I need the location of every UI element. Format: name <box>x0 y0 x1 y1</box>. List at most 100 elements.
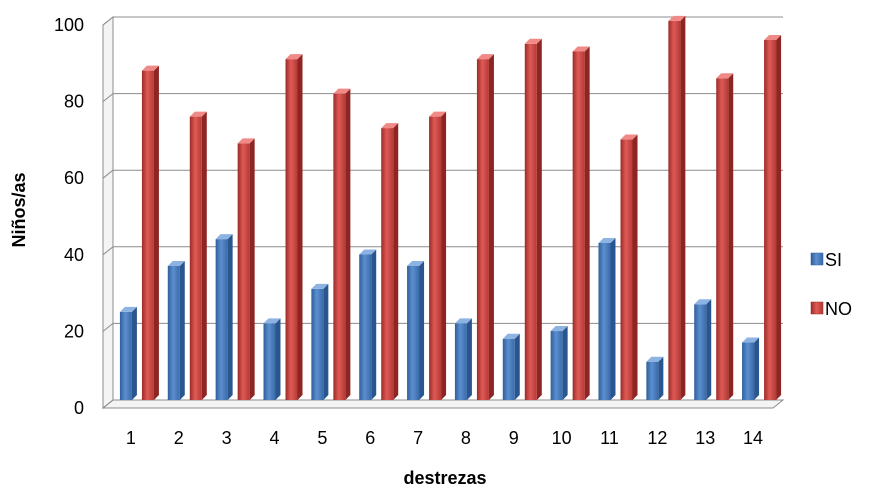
x-axis-title: destrezas <box>403 468 486 488</box>
bar-front <box>119 311 132 400</box>
bar-front <box>141 70 154 401</box>
bar-top <box>598 237 616 243</box>
bar-top <box>476 54 494 60</box>
legend: SI NO <box>810 250 852 319</box>
bar-top <box>694 299 712 305</box>
bar-no-12 <box>668 15 686 401</box>
bar-no-7 <box>429 111 447 400</box>
bar-top <box>285 54 303 60</box>
gridline-side <box>102 323 114 332</box>
x-tick-label: 1 <box>126 428 136 448</box>
bar-si-9 <box>502 333 520 400</box>
gridline-side <box>102 16 114 26</box>
bar-side <box>201 111 207 400</box>
bar-top <box>764 34 782 40</box>
bar-si-12 <box>646 356 664 400</box>
bar-top <box>742 337 760 343</box>
bar-si-3 <box>215 234 233 400</box>
bar-front <box>524 43 537 401</box>
bar-top <box>189 111 207 117</box>
bar-side <box>345 88 351 400</box>
bar-front <box>359 254 372 400</box>
bar-side <box>419 260 425 400</box>
bar-top <box>333 88 351 94</box>
bar-top <box>429 111 447 117</box>
bar-top <box>620 134 638 140</box>
bar-top <box>646 356 664 362</box>
gridline-side <box>102 93 114 102</box>
bar-front <box>237 143 250 400</box>
bar-si-6 <box>359 249 377 400</box>
bar-front <box>407 265 420 400</box>
bar-no-13 <box>716 73 734 400</box>
bar-no-2 <box>189 111 207 400</box>
bar-no-6 <box>381 123 399 400</box>
bar-si-4 <box>263 318 281 400</box>
bar-top <box>311 283 329 289</box>
bar-side <box>466 318 472 400</box>
bar-side <box>371 249 377 400</box>
bar-side <box>227 234 233 400</box>
bar-side <box>632 134 638 400</box>
bars <box>119 15 782 401</box>
bar-side <box>249 138 255 400</box>
bar-si-10 <box>550 326 568 400</box>
bar-front <box>550 331 563 400</box>
x-tick-label: 5 <box>317 428 327 448</box>
bar-front <box>454 323 467 400</box>
y-tick-label: 40 <box>64 245 84 265</box>
x-tick-label: 6 <box>365 428 375 448</box>
y-tick-label: 80 <box>64 92 84 112</box>
bar-front <box>646 361 659 400</box>
bar-front <box>381 128 394 400</box>
bar-no-8 <box>476 54 494 400</box>
gridline-side <box>102 399 114 409</box>
bar-side <box>179 260 185 400</box>
x-tick-labels: 1 2 3 4 5 6 7 8 9 10 11 12 13 14 <box>126 428 763 448</box>
bar-front <box>429 116 442 400</box>
bar-si-8 <box>454 318 472 400</box>
bar-front <box>694 304 707 400</box>
bar-side <box>275 318 281 400</box>
bar-no-4 <box>285 54 303 400</box>
bar-top <box>381 123 399 129</box>
y-tick-label: 100 <box>54 15 84 35</box>
x-tick-label: 7 <box>413 428 423 448</box>
y-tick-label: 60 <box>64 168 84 188</box>
bar-si-13 <box>694 299 712 400</box>
legend-swatch-no <box>810 301 824 315</box>
bar-front <box>285 59 298 400</box>
bar-front <box>742 342 755 400</box>
bar-side <box>441 111 447 400</box>
bar-side <box>754 337 760 400</box>
bar-top <box>141 65 159 71</box>
legend-swatch-si <box>810 252 824 266</box>
bar-front <box>572 51 585 400</box>
bar-top <box>502 333 520 339</box>
x-tick-label: 13 <box>695 428 715 448</box>
bar-side <box>658 356 664 400</box>
bar-no-9 <box>524 38 542 401</box>
bar-side <box>706 299 712 400</box>
x-tick-label: 14 <box>743 428 763 448</box>
bar-top <box>215 234 233 240</box>
bar-no-5 <box>333 88 351 400</box>
legend-label-si: SI <box>825 250 842 270</box>
bar-top <box>359 249 377 255</box>
gridline-side <box>102 169 114 179</box>
bar-front <box>333 93 346 400</box>
bar-top <box>668 15 686 21</box>
bar-side <box>536 38 542 401</box>
x-tick-label: 8 <box>461 428 471 448</box>
bar-front <box>598 242 611 400</box>
bar-side <box>323 283 329 400</box>
bar-side <box>153 65 159 401</box>
bar-side <box>584 46 590 400</box>
y-axis-title: Niños/as <box>9 172 29 247</box>
bar-no-10 <box>572 46 590 400</box>
bar-front <box>167 265 180 400</box>
bar-si-5 <box>311 283 329 400</box>
bar-top <box>237 138 255 144</box>
y-tick-labels: 0 20 40 60 80 100 <box>54 15 84 418</box>
bar-front <box>764 39 777 400</box>
